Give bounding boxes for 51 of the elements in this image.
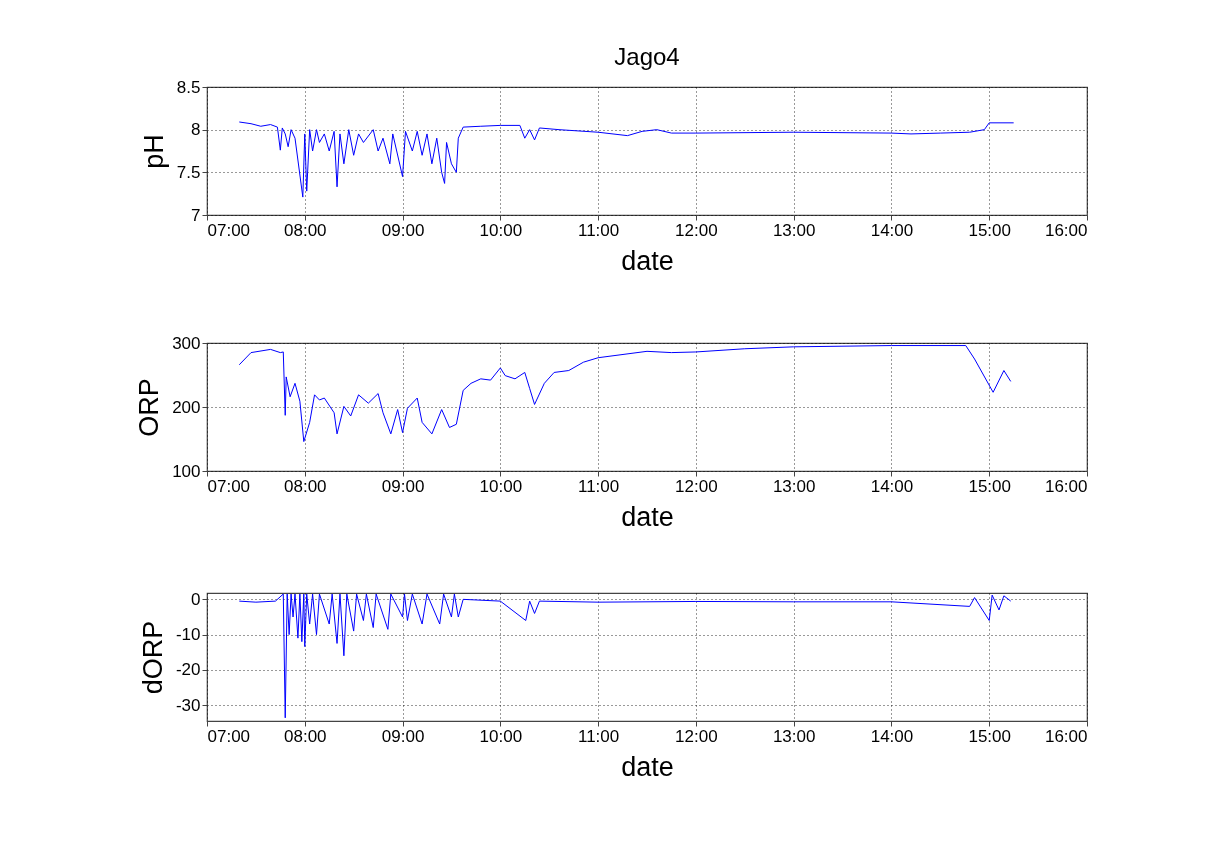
- x-tick-label: 13:00: [772, 726, 816, 746]
- x-tick-label: 15:00: [968, 220, 1011, 240]
- y-tick-label: -30: [175, 695, 201, 715]
- x-tick-label: 15:00: [968, 476, 1011, 496]
- y-tick-label: 7: [191, 205, 201, 225]
- line-series: [238, 345, 1012, 443]
- y-axis-title: pH: [138, 134, 169, 169]
- x-axis-title: date: [621, 245, 674, 276]
- x-axis-title: date: [621, 501, 674, 532]
- x-tick-label: 14:00: [870, 220, 914, 240]
- x-tick-label: 10:00: [479, 726, 523, 746]
- y-tick-label: -20: [175, 660, 201, 680]
- x-tick-label: 09:00: [381, 476, 425, 496]
- x-tick-label: 13:00: [772, 220, 816, 240]
- line-series: [238, 121, 1015, 198]
- x-tick-label: 10:00: [479, 220, 523, 240]
- y-tick-label: 200: [172, 397, 201, 417]
- x-tick-label: 16:00: [1044, 220, 1088, 240]
- y-axis-title: dORP: [137, 620, 168, 695]
- y-axis-title: ORP: [134, 378, 165, 437]
- x-tick-label: 12:00: [675, 476, 718, 496]
- x-tick-label: 07:00: [207, 476, 251, 496]
- x-tick-label: 11:00: [577, 726, 620, 746]
- chart-title: Jago4: [614, 43, 680, 70]
- x-tick-label: 13:00: [772, 476, 816, 496]
- x-tick-label: 11:00: [577, 220, 620, 240]
- x-tick-label: 15:00: [968, 726, 1011, 746]
- x-tick-label: 11:00: [577, 476, 620, 496]
- x-tick-label: 08:00: [284, 220, 327, 240]
- y-tick-label: 100: [172, 461, 201, 481]
- y-tick-label: -10: [175, 625, 201, 645]
- x-tick-label: 14:00: [870, 726, 914, 746]
- x-tick-label: 07:00: [207, 220, 251, 240]
- x-tick-label: 08:00: [284, 476, 327, 496]
- y-tick-label: 7.5: [176, 162, 201, 182]
- x-tick-label: 09:00: [381, 220, 425, 240]
- x-tick-label: 09:00: [381, 726, 425, 746]
- y-tick-label: 8.5: [176, 77, 201, 97]
- x-tick-label: 12:00: [675, 220, 718, 240]
- x-tick-label: 10:00: [479, 476, 523, 496]
- x-axis-title: date: [621, 751, 674, 782]
- line-series: [238, 593, 1012, 719]
- x-tick-label: 12:00: [675, 726, 718, 746]
- x-tick-label: 08:00: [284, 726, 327, 746]
- x-tick-label: 07:00: [207, 726, 251, 746]
- y-tick-label: 300: [172, 333, 201, 353]
- x-tick-label: 16:00: [1044, 476, 1088, 496]
- y-tick-label: 8: [191, 120, 201, 140]
- x-tick-label: 14:00: [870, 476, 914, 496]
- y-tick-label: 0: [191, 589, 201, 609]
- x-tick-label: 16:00: [1044, 726, 1088, 746]
